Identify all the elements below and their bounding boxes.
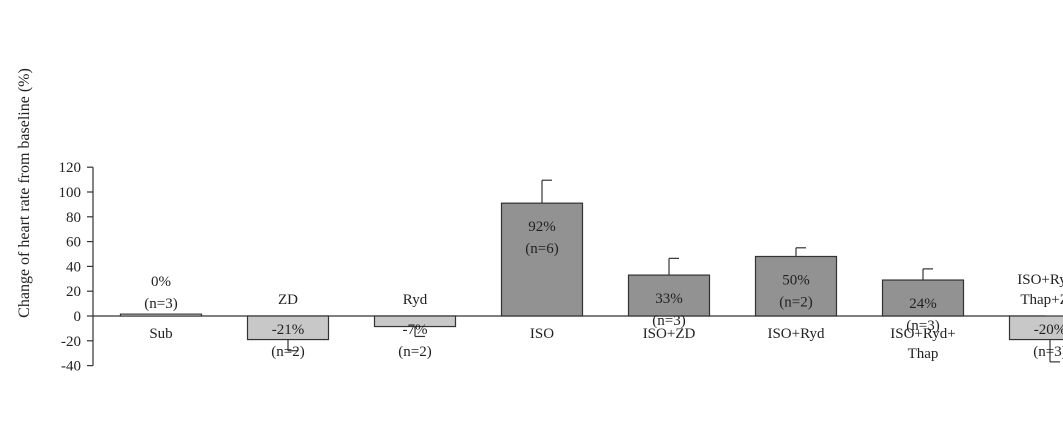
y-tick-label: -40 [61, 359, 81, 375]
n-label: (n=2) [398, 344, 431, 360]
n-label: (n=3) [652, 313, 685, 329]
n-label: (n=6) [525, 241, 558, 257]
category-label: ISO+Ryd [767, 326, 825, 342]
category-label: ISO+Ryd+ [890, 326, 956, 342]
value-label: -21% [272, 322, 305, 338]
labels: Sub 0% (n=3) ZD -21% (n=2) Ryd -7% (n=2) ISO 92% (n… [144, 219, 1063, 362]
category-label: Thap+ZD [1020, 292, 1063, 308]
y-tick-label: 40 [66, 259, 81, 275]
category-label: ISO+Ryd+ [1017, 272, 1063, 288]
n-label: (n=3) [144, 296, 177, 312]
n-label: (n=3) [1033, 344, 1063, 360]
y-tick-label: 120 [59, 160, 82, 176]
n-label: (n=2) [271, 344, 304, 360]
y-tick-label: -20 [61, 334, 81, 350]
category-label: ISO [530, 326, 554, 342]
y-tick-label: 60 [66, 235, 81, 251]
y-tick-label: 80 [66, 210, 81, 226]
bar [119, 313, 203, 317]
bars [119, 179, 1063, 363]
value-label: -20% [1034, 322, 1063, 338]
category-label: ZD [278, 292, 298, 308]
bar [754, 255, 838, 317]
y-tick-label: 20 [66, 284, 81, 300]
value-label: -7% [403, 322, 428, 338]
value-label: 0% [151, 274, 171, 290]
n-label: (n=2) [779, 294, 812, 310]
y-tick-label: 100 [59, 185, 82, 201]
bar [881, 279, 965, 317]
value-label: 33% [655, 291, 683, 307]
y-axis-label: Change of heart rate from baseline (%) [16, 68, 33, 318]
y-tick-label: 0 [74, 309, 82, 325]
category-label: Ryd [403, 292, 428, 308]
category-label: Sub [149, 326, 172, 342]
n-label: (n=3) [906, 318, 939, 334]
value-label: 50% [782, 272, 810, 288]
value-label: 92% [528, 219, 556, 235]
value-label: 24% [909, 296, 937, 312]
category-label: ISO+ZD [643, 326, 696, 342]
category-label: Thap [908, 346, 939, 362]
